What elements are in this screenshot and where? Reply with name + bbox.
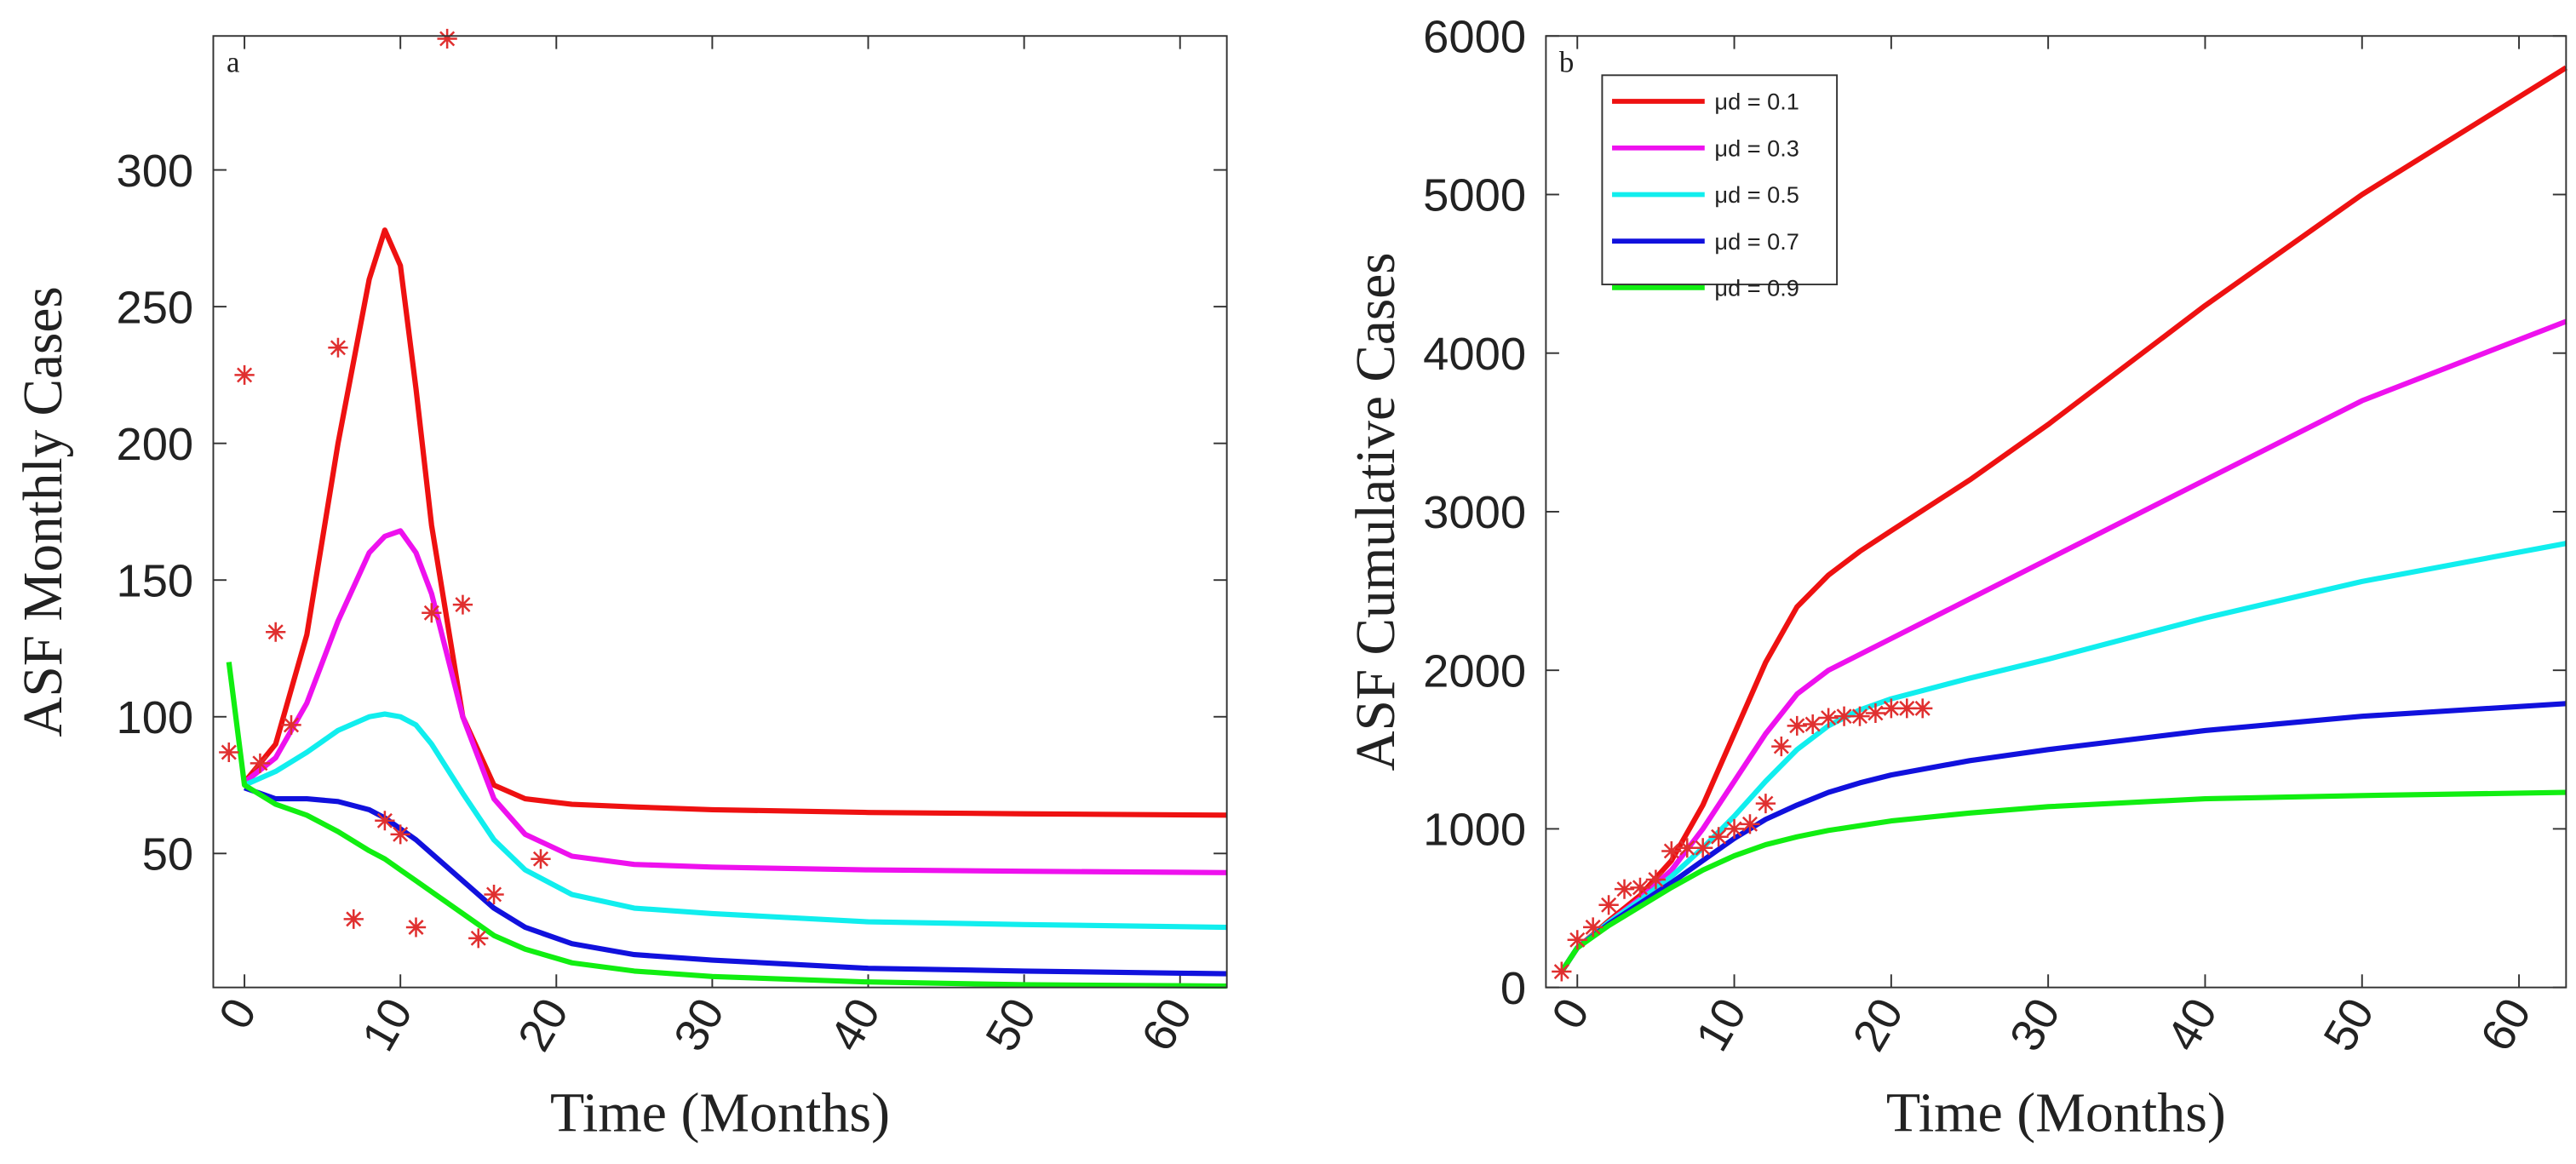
data-point bbox=[266, 622, 286, 642]
legend-label: μd = 0.3 bbox=[1714, 135, 1799, 161]
x-tick-label: 60 bbox=[1132, 990, 1202, 1060]
data-point bbox=[1881, 698, 1902, 719]
data-point bbox=[1708, 827, 1729, 847]
data-point bbox=[1630, 877, 1650, 897]
data-point bbox=[1850, 706, 1870, 726]
data-point bbox=[1771, 737, 1792, 757]
panel-label: a bbox=[227, 46, 240, 79]
series-line bbox=[243, 528, 1227, 875]
data-point bbox=[405, 917, 427, 938]
y-tick-label: 4000 bbox=[1423, 329, 1526, 380]
x-tick-label: 0 bbox=[1542, 990, 1599, 1038]
y-tick-label: 300 bbox=[116, 146, 193, 197]
series-line bbox=[242, 227, 1227, 818]
data-point bbox=[1552, 961, 1572, 982]
y-axis-label: ASF Cumulative Cases bbox=[1345, 252, 1406, 771]
x-tick-label: 30 bbox=[2000, 990, 2070, 1060]
legend-label: μd = 0.7 bbox=[1714, 229, 1799, 255]
legend-label: μd = 0.5 bbox=[1714, 182, 1799, 208]
data-point bbox=[1913, 698, 1933, 719]
data-point bbox=[343, 909, 364, 929]
data-point bbox=[1755, 794, 1776, 814]
data-point bbox=[219, 742, 239, 763]
data-point bbox=[1677, 838, 1697, 858]
data-point bbox=[422, 603, 442, 623]
y-tick-label: 5000 bbox=[1423, 170, 1526, 221]
y-tick-label: 50 bbox=[142, 829, 193, 880]
y-tick-label: 2000 bbox=[1423, 646, 1526, 697]
data-point bbox=[1661, 840, 1682, 862]
y-tick-label: 150 bbox=[116, 556, 193, 607]
data-point bbox=[328, 337, 348, 358]
data-point bbox=[437, 28, 457, 49]
y-tick-label: 200 bbox=[116, 419, 193, 470]
data-point bbox=[1645, 869, 1667, 890]
data-point bbox=[281, 714, 301, 735]
y-tick-label: 100 bbox=[116, 692, 193, 743]
x-tick-label: 50 bbox=[976, 990, 1046, 1060]
legend-label: μd = 0.9 bbox=[1714, 276, 1799, 301]
axes-box bbox=[212, 35, 1228, 989]
x-tick-label: 0 bbox=[209, 990, 267, 1038]
data-point bbox=[1740, 814, 1760, 834]
series-line bbox=[226, 662, 1227, 989]
data-point bbox=[1818, 708, 1839, 728]
data-point bbox=[1598, 895, 1619, 915]
x-tick-label: 40 bbox=[2157, 990, 2227, 1060]
series-line bbox=[244, 785, 1227, 977]
y-tick-label: 6000 bbox=[1423, 12, 1526, 63]
data-point bbox=[1896, 698, 1917, 719]
data-point bbox=[1567, 930, 1587, 950]
x-tick-label: 20 bbox=[1843, 990, 1913, 1060]
x-tick-label: 50 bbox=[2314, 990, 2384, 1060]
y-tick-label: 3000 bbox=[1423, 487, 1526, 538]
data-point bbox=[1724, 818, 1745, 839]
series-line bbox=[243, 711, 1227, 931]
data-point bbox=[1787, 715, 1807, 736]
data-point bbox=[484, 884, 504, 904]
x-tick-label: 20 bbox=[508, 990, 578, 1060]
plot-area bbox=[213, 36, 1227, 988]
y-tick-label: 1000 bbox=[1423, 805, 1526, 856]
y-tick-label: 0 bbox=[1500, 963, 1526, 1014]
data-point bbox=[375, 811, 395, 831]
data-point bbox=[390, 824, 410, 845]
data-point bbox=[1803, 714, 1823, 735]
x-axis-label: Time (Months) bbox=[1886, 1083, 2226, 1144]
data-point bbox=[1583, 917, 1604, 938]
data-point bbox=[468, 928, 489, 949]
data-point bbox=[1614, 879, 1635, 899]
legend: μd = 0.1 μd = 0.3 μd = 0.5 μd = 0.7 μd = 0.9 bbox=[1601, 74, 1839, 301]
data-point bbox=[234, 364, 255, 385]
x-tick-label: 60 bbox=[2471, 990, 2541, 1060]
panel-label: b bbox=[1559, 46, 1574, 79]
axes-box bbox=[1545, 35, 2567, 989]
y-axis-label: ASF Monthly Cases bbox=[13, 286, 74, 737]
data-point bbox=[1833, 706, 1855, 726]
x-tick-label: 40 bbox=[820, 990, 890, 1060]
y-tick-label: 250 bbox=[116, 283, 193, 334]
series-line bbox=[1559, 789, 2567, 973]
x-tick-label: 10 bbox=[353, 990, 422, 1060]
data-point bbox=[250, 753, 271, 773]
legend-label: μd = 0.1 bbox=[1714, 89, 1799, 115]
x-axis-label: Time (Months) bbox=[550, 1083, 890, 1144]
data-point bbox=[452, 594, 473, 615]
data-point bbox=[1865, 702, 1886, 723]
x-tick-label: 10 bbox=[1686, 990, 1756, 1060]
legend-box bbox=[1601, 74, 1839, 286]
x-tick-label: 30 bbox=[664, 990, 734, 1060]
data-point bbox=[531, 849, 551, 869]
data-point bbox=[1693, 838, 1713, 858]
